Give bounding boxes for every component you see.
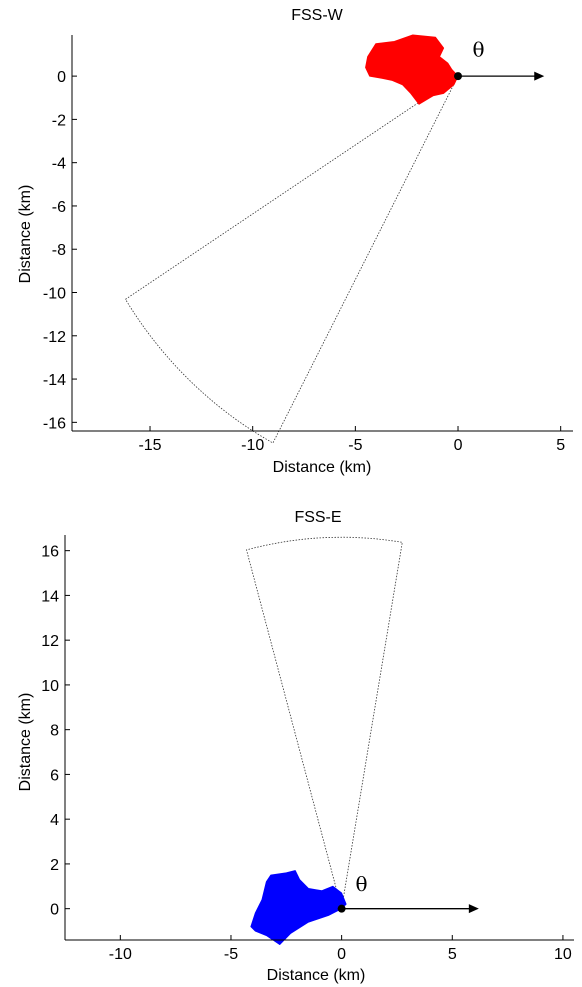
y-tick-label: 14	[41, 588, 59, 605]
x-axis-label: Distance (km)	[273, 459, 372, 476]
source-region	[365, 34, 459, 105]
theta-label: θ	[473, 38, 485, 62]
y-tick-label: 10	[41, 678, 59, 695]
y-tick-label: 0	[57, 69, 66, 86]
source-region	[250, 870, 347, 945]
x-tick-label: -10	[109, 946, 132, 963]
origin-point	[454, 72, 463, 81]
x-tick-label: 5	[448, 946, 457, 963]
x-tick-label: -15	[138, 437, 161, 454]
arrow-head	[534, 71, 545, 81]
y-tick-label: -4	[52, 156, 66, 173]
x-tick-label: 5	[556, 437, 565, 454]
chart-title: FSS-E	[294, 509, 341, 526]
y-tick-label: 2	[50, 857, 59, 874]
y-tick-label: -2	[52, 112, 66, 129]
y-tick-label: -16	[43, 415, 66, 432]
x-tick-label: 0	[337, 946, 346, 963]
x-axis-label: Distance (km)	[267, 967, 366, 984]
chart-fss-w: FSS-W Distance (km) Distance (km) θ -15 -1…	[17, 7, 573, 476]
plot-area: θ -15 -10 -5 0 5 0 -2 -4 -6 -8 -10 -12 -14 -16	[43, 34, 573, 454]
y-tick-label: 0	[50, 902, 59, 919]
y-tick-label: -14	[43, 372, 66, 389]
x-tick-label: 10	[554, 946, 572, 963]
theta-label: θ	[356, 872, 368, 896]
plot-area: θ -10 -5 0 5 10 0 2 4 6 8 10 12 14 16	[41, 535, 574, 963]
y-tick-label: 4	[50, 812, 59, 829]
y-tick-label: -10	[43, 286, 66, 303]
y-axis-label: Distance (km)	[17, 185, 34, 284]
x-tick-label: -5	[224, 946, 238, 963]
y-tick-label: -6	[52, 199, 66, 216]
y-tick-label: 12	[41, 633, 59, 650]
sector-wedge	[246, 536, 403, 909]
y-tick-label: -12	[43, 329, 66, 346]
y-tick-label: 6	[50, 767, 59, 784]
y-axis-label: Distance (km)	[17, 693, 34, 792]
sector-wedge	[124, 74, 460, 444]
y-tick-label: -8	[52, 242, 66, 259]
y-tick-label: 16	[41, 544, 59, 561]
chart-fss-e: FSS-E Distance (km) Distance (km) θ -10 -5…	[17, 509, 574, 984]
y-tick-label: 8	[50, 723, 59, 740]
x-tick-label: -10	[241, 437, 264, 454]
x-tick-label: -5	[348, 437, 362, 454]
arrow-head	[468, 904, 479, 914]
origin-point	[337, 904, 346, 913]
x-tick-label: 0	[454, 437, 463, 454]
chart-title: FSS-W	[291, 7, 343, 24]
